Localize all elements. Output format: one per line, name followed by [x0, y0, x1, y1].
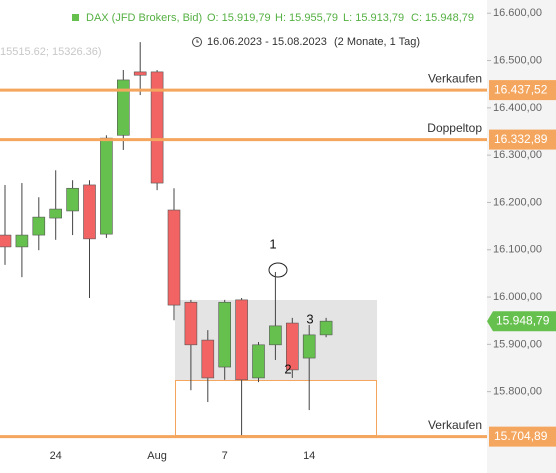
price-box-label: 15.704,89 — [494, 429, 548, 443]
level-name: Doppeltop — [427, 121, 482, 135]
x-tick-label: 24 — [50, 450, 62, 462]
x-tick-label: Aug — [147, 450, 167, 462]
y-tick-label: 16.000,00 — [493, 291, 542, 303]
y-tick-label: 16.300,00 — [493, 149, 542, 161]
header-open: O: 15.919,79 — [207, 12, 271, 24]
annotation: 1 — [269, 236, 276, 251]
candle-body — [201, 339, 215, 379]
last-price-box — [487, 311, 556, 332]
header-symbol: DAX (JFD Brokers, Bid) — [86, 12, 202, 24]
header-close: C: 15.948,79 — [411, 12, 474, 24]
date-span: (2 Monate, 1 Tag) — [334, 36, 420, 48]
candle-body — [100, 137, 113, 235]
y-tick-label: 16.600,00 — [493, 7, 542, 19]
candle-body — [252, 344, 265, 379]
annotation: 2 — [284, 361, 291, 376]
price-box — [489, 426, 556, 447]
price-box — [489, 80, 556, 101]
date-range: 16.06.2023 - 15.08.2023 — [207, 36, 327, 48]
candle-body — [133, 71, 147, 76]
candle-body — [117, 79, 130, 136]
clock-icon — [192, 37, 202, 47]
price-box — [489, 129, 556, 150]
candle-body — [32, 216, 46, 236]
header-icon — [72, 14, 79, 21]
candle-body — [150, 71, 164, 184]
indicator-text: 15515.62; 15326.36) — [0, 46, 102, 58]
candle-body — [83, 184, 96, 240]
candle-body — [66, 187, 79, 212]
header-low: L: 15.913,79 — [343, 12, 404, 24]
x-tick-label: 7 — [222, 450, 228, 462]
y-tick-label: 16.100,00 — [493, 244, 542, 256]
candle-body — [0, 234, 12, 248]
candle-body — [269, 325, 282, 346]
candle-body — [49, 208, 63, 219]
candle-body — [235, 299, 248, 381]
candle-body — [302, 334, 316, 359]
y-tick-label: 15.900,00 — [493, 338, 542, 350]
y-tick-label: 16.500,00 — [493, 54, 542, 66]
price-box-label: 16.332,89 — [494, 132, 548, 146]
clock-hands — [196, 39, 199, 43]
y-tick-label: 16.200,00 — [493, 196, 542, 208]
price-box-label: 16.437,52 — [494, 82, 548, 96]
candle-body — [167, 209, 181, 306]
header-high: H: 15.955,79 — [275, 12, 338, 24]
last-price-label: 15.948,79 — [496, 313, 550, 327]
candle-body — [218, 301, 231, 368]
axis-panel — [487, 0, 556, 473]
candle-body — [285, 322, 299, 371]
level-name: Verkaufen — [428, 71, 482, 85]
header: DAX (JFD Brokers, Bid) O: 15.919,79 H: 1… — [72, 12, 474, 24]
y-tick-label: 16.400,00 — [493, 102, 542, 114]
level-name: Verkaufen — [428, 418, 482, 432]
zone-outline — [175, 380, 377, 436]
annotation: 3 — [306, 311, 313, 326]
candle-body — [15, 234, 29, 248]
candle-body — [319, 320, 333, 336]
x-tick-label: 14 — [303, 450, 315, 462]
y-tick-label: 15.800,00 — [493, 386, 542, 398]
marker-ellipse — [268, 262, 288, 278]
candle-body — [184, 301, 198, 346]
